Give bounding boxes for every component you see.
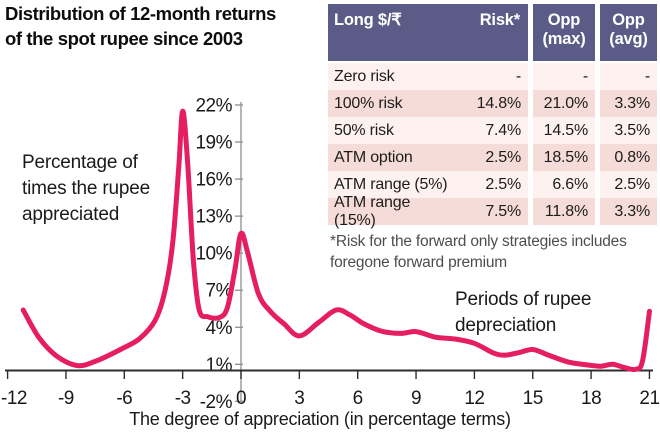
y-tick-label: 22% (195, 95, 232, 116)
table-column-gap (528, 4, 533, 61)
table-cell-opp-avg: 3.3% (600, 198, 657, 225)
table-cell-opp-avg: - (600, 63, 657, 90)
x-tick-label: -9 (58, 388, 74, 409)
table-column-gap (528, 171, 533, 198)
table-cell-opp-max: - (533, 63, 595, 90)
table-cell-opp-avg: 3.5% (600, 117, 657, 144)
table-cell-label: ATM range (5%) (328, 171, 448, 198)
table-cell-risk: 7.4% (448, 117, 528, 144)
table-cell-opp-max: 18.5% (533, 144, 595, 171)
strategy-table: Long $/₹ Risk* Opp (max) Opp (avg) Zero … (328, 4, 657, 229)
table-column-gap (528, 117, 533, 144)
table-cell-label: Zero risk (328, 63, 448, 90)
x-tick-label: -3 (175, 388, 191, 409)
distribution-curve (20, 108, 652, 373)
table-cell-label: 50% risk (328, 117, 448, 144)
table-cell-label: ATM range (15%) (328, 194, 448, 229)
y-tick-label: 10% (195, 244, 232, 265)
x-tick-label: 12 (464, 388, 484, 409)
table-cell-risk: - (448, 63, 528, 90)
table-column-gap (528, 90, 533, 117)
table-column-gap (595, 144, 600, 171)
x-tick-label: 9 (411, 388, 421, 409)
table-column-gap (595, 63, 600, 90)
table-cell-opp-avg: 0.8% (600, 144, 657, 171)
table-column-gap (595, 198, 600, 225)
table-column-gap (595, 4, 600, 61)
x-tick-label: 0 (236, 388, 246, 409)
annotation-rupee-depreciation: Periods of rupee depreciation (455, 289, 592, 336)
table-cell-opp-avg: 3.3% (600, 90, 657, 117)
table-cell-label: 100% risk (328, 90, 448, 117)
table-cell-opp-max: 6.6% (533, 171, 595, 198)
table-column-gap (528, 144, 533, 171)
x-axis-title: The degree of appreciation (in percentag… (129, 409, 511, 429)
x-tick-label: 3 (294, 388, 304, 409)
table-column-gap (528, 198, 533, 225)
x-tick-label: 15 (523, 388, 543, 409)
table-cell-opp-max: 14.5% (533, 117, 595, 144)
table-cell-label: ATM option (328, 144, 448, 171)
y-tick-label: 1% (206, 355, 233, 376)
x-tick-label: 18 (581, 388, 601, 409)
table-column-gap (528, 63, 533, 90)
table-header-opp-avg: Opp (avg) (600, 4, 657, 61)
table-column-gap (595, 90, 600, 117)
y-tick-label: 13% (195, 207, 232, 228)
y-tick-label: 19% (195, 133, 232, 154)
table-header-row: Long $/₹ Risk* Opp (max) Opp (avg) (328, 4, 657, 61)
table-footnote: *Risk for the forward only strategies in… (330, 233, 627, 271)
x-tick-label: -6 (116, 388, 132, 409)
x-tick-label: -12 (1, 388, 27, 409)
y-tick-label: -2% (200, 392, 233, 413)
table-header-long: Long $/₹ (334, 11, 402, 29)
table-cell-risk: 7.5% (448, 198, 528, 225)
y-tick-label: 16% (195, 170, 232, 191)
table-body: Zero risk - - -100% risk 14.8% 21.0% 3.3% 50% r… (328, 63, 657, 229)
table-column-gap (595, 171, 600, 198)
table-cell-risk: 2.5% (448, 144, 528, 171)
y-tick-label: 7% (206, 281, 233, 302)
table-cell-opp-avg: 2.5% (600, 171, 657, 198)
x-tick-label: 21 (639, 388, 659, 409)
page-title: Distribution of 12-month returns of the … (5, 3, 276, 49)
table-column-gap (595, 117, 600, 144)
table-cell-risk: 2.5% (448, 171, 528, 198)
table-header-opp-max: Opp (max) (533, 4, 595, 61)
table-cell-opp-max: 11.8% (533, 198, 595, 225)
table-cell-risk: 14.8% (448, 90, 528, 117)
annotation-rupee-appreciated: Percentage of times the rupee appreciate… (22, 152, 150, 225)
table-header-long-risk: Long $/₹ Risk* (328, 4, 528, 61)
x-tick-label: 6 (353, 388, 363, 409)
table-header-risk: Risk* (479, 11, 520, 29)
table-cell-opp-max: 21.0% (533, 90, 595, 117)
y-tick-label: 4% (206, 318, 233, 339)
